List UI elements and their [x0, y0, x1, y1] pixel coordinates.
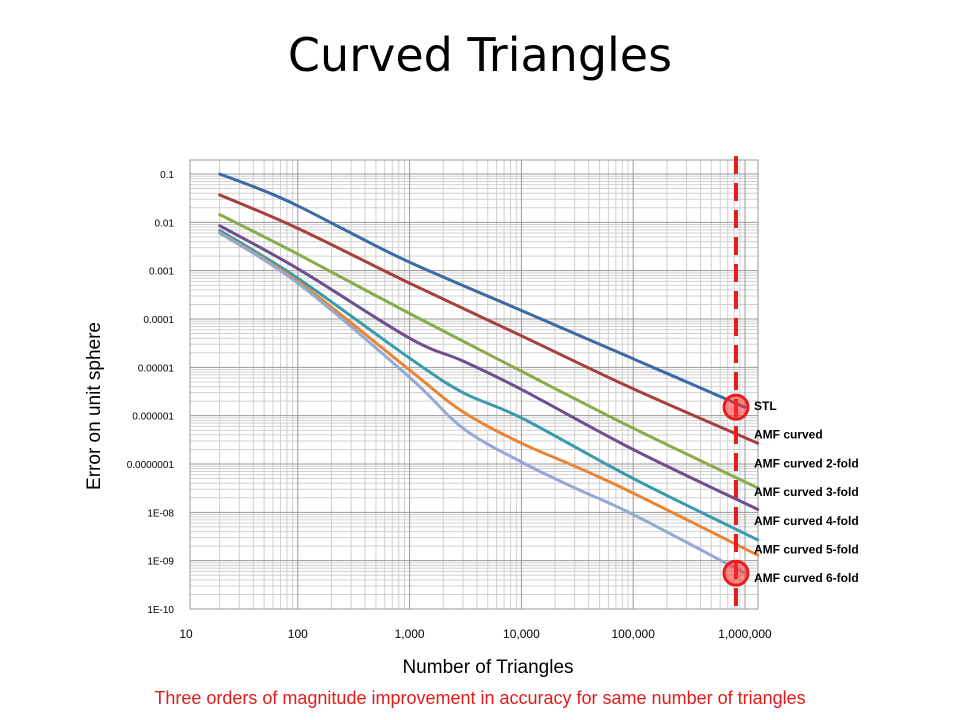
- legend-label: AMF curved 3-fold: [754, 485, 859, 499]
- legend-label: AMF curved 6-fold: [754, 571, 859, 585]
- y-tick-label: 0.001: [149, 267, 174, 278]
- series-line: [218, 172, 747, 409]
- series-line: [218, 228, 760, 542]
- x-tick-labels: 10 100 1,000 10,000 100,000 1,000,000: [179, 627, 772, 641]
- legend-label: AMF curved 4-fold: [754, 514, 859, 528]
- legend-label: AMF curved 5-fold: [754, 543, 859, 557]
- y-tick-labels: 1E-10 1E-09 1E-08 0.0000001 0.000001 0.00001 0…: [127, 170, 175, 616]
- y-tick-label: 0.01: [155, 218, 175, 229]
- series-line: [218, 213, 760, 490]
- x-tick-label: 1,000,000: [718, 627, 772, 641]
- legend-label: STL: [754, 399, 777, 413]
- y-tick-label: 1E-10: [147, 605, 174, 616]
- y-tick-label: 1E-09: [147, 557, 174, 568]
- highlight-circle: [722, 559, 750, 587]
- y-tick-label: 0.0001: [143, 315, 174, 326]
- highlight-circle: [722, 393, 750, 421]
- y-tick-label: 0.000001: [132, 412, 174, 423]
- x-axis-label: Number of Triangles: [402, 657, 573, 678]
- x-tick-label: 100,000: [612, 627, 656, 641]
- series-line: [218, 230, 760, 557]
- y-tick-label: 1E-08: [147, 508, 174, 519]
- y-tick-label: 0.00001: [138, 363, 175, 374]
- highlight-circles: [722, 393, 750, 587]
- series-line: [218, 193, 760, 445]
- y-axis-label: Error on unit sphere: [84, 322, 105, 490]
- x-tick-label: 10: [179, 627, 193, 641]
- legend-label: AMF curved: [754, 428, 823, 442]
- grid-minor-lines: [190, 160, 758, 609]
- x-tick-label: 100: [288, 627, 308, 641]
- legend-labels: STL AMF curved AMF curved 2-fold AMF curved…: [754, 399, 859, 585]
- grid-major-lines: [190, 160, 758, 610]
- series-line: [218, 231, 747, 575]
- plot-frame: [189, 159, 759, 610]
- x-tick-label: 10,000: [503, 627, 540, 641]
- y-tick-label: 0.0000001: [127, 460, 175, 471]
- y-tick-label: 0.1: [160, 170, 174, 181]
- x-tick-label: 1,000: [395, 627, 425, 641]
- footer-note: Three orders of magnitude improvement in…: [154, 688, 806, 708]
- slide-title: Curved Triangles: [287, 28, 673, 82]
- legend-label: AMF curved 2-fold: [754, 456, 859, 470]
- series-lines: [218, 172, 760, 575]
- series-line: [218, 224, 760, 511]
